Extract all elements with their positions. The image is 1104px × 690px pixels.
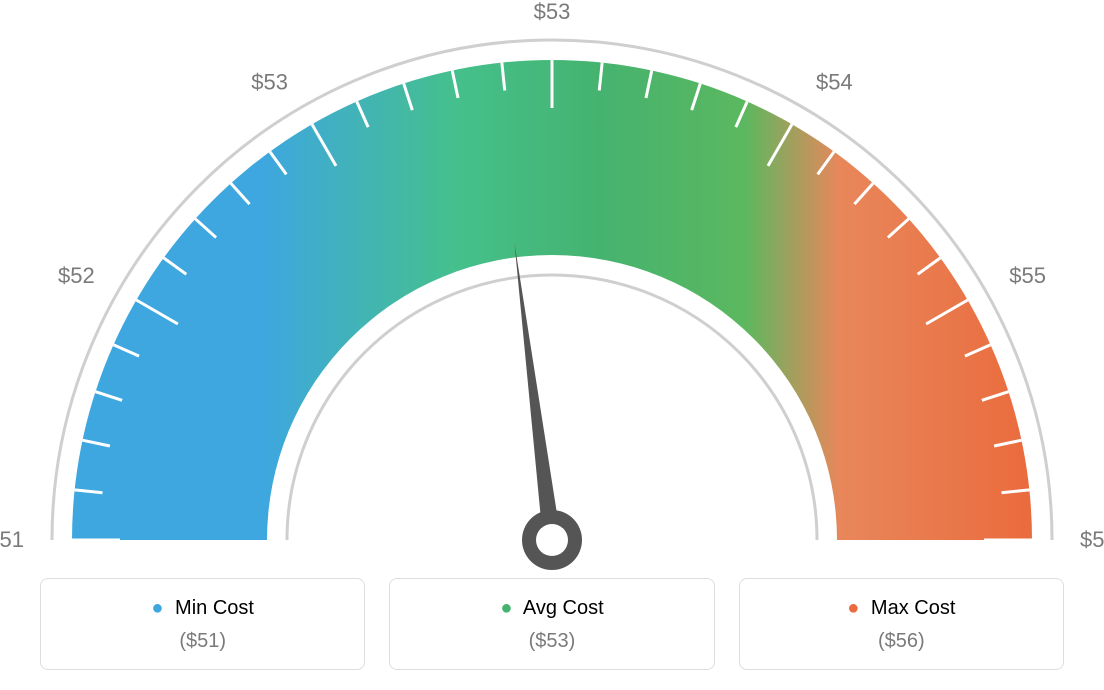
gauge-chart: $51 $52 $53 $53 $54 $55 $56 [0,0,1104,580]
legend-min-label: Min Cost [175,597,254,619]
legend-max-value: ($56) [750,630,1053,653]
svg-text:$54: $54 [816,70,853,95]
legend-row: ● Min Cost ($51) ● Avg Cost ($53) ● Max … [40,578,1064,670]
cost-gauge-widget: $51 $52 $53 $53 $54 $55 $56 ● Min Cost ($51) ●… [0,0,1104,690]
svg-text:$53: $53 [534,0,571,24]
legend-min-value: ($51) [51,630,354,653]
legend-min: ● Min Cost ($51) [40,578,365,670]
dot-icon: ● [151,597,163,619]
dot-icon: ● [500,597,512,619]
svg-text:$55: $55 [1009,263,1046,288]
legend-min-title: ● Min Cost [51,597,354,620]
dot-icon: ● [847,597,859,619]
svg-text:$51: $51 [0,527,24,552]
legend-max-title: ● Max Cost [750,597,1053,620]
legend-avg-title: ● Avg Cost [400,597,703,620]
legend-max: ● Max Cost ($56) [739,578,1064,670]
svg-text:$53: $53 [251,70,288,95]
legend-avg-label: Avg Cost [523,597,604,619]
svg-text:$52: $52 [58,263,95,288]
svg-text:$56: $56 [1080,527,1104,552]
legend-avg: ● Avg Cost ($53) [389,578,714,670]
legend-max-label: Max Cost [871,597,955,619]
gauge-svg: $51 $52 $53 $53 $54 $55 $56 [0,0,1104,580]
legend-avg-value: ($53) [400,630,703,653]
